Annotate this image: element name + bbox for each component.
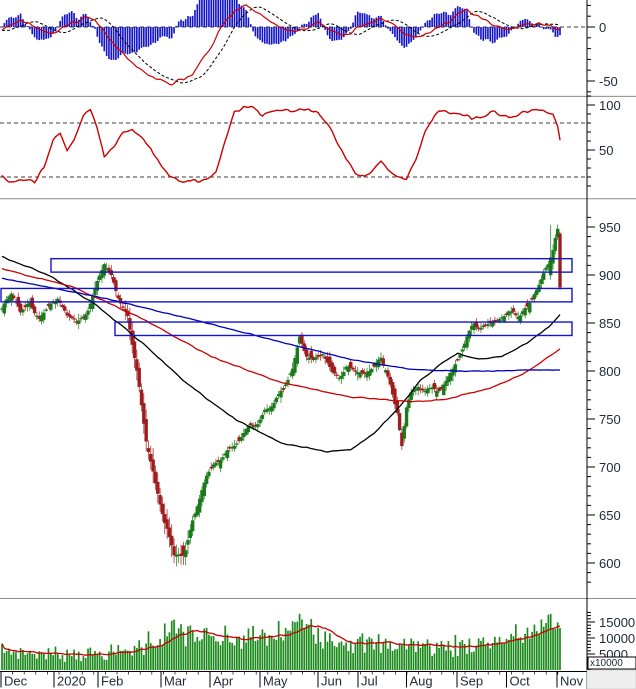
svg-text:Mar: Mar — [164, 674, 187, 689]
svg-text:Sep: Sep — [460, 674, 483, 689]
svg-text:2020: 2020 — [57, 674, 86, 689]
svg-text:850: 850 — [599, 316, 621, 331]
svg-text:650: 650 — [599, 508, 621, 523]
svg-text:50: 50 — [599, 143, 613, 158]
svg-text:May: May — [263, 674, 288, 689]
svg-text:800: 800 — [599, 364, 621, 379]
svg-text:900: 900 — [599, 268, 621, 283]
svg-text:Feb: Feb — [101, 674, 123, 689]
svg-text:x10000: x10000 — [590, 658, 623, 669]
svg-text:100: 100 — [599, 98, 621, 113]
svg-text:950: 950 — [599, 220, 621, 235]
svg-text:Aug: Aug — [410, 674, 433, 689]
svg-text:0: 0 — [599, 20, 606, 35]
svg-text:750: 750 — [599, 412, 621, 427]
svg-text:15000: 15000 — [599, 615, 635, 630]
svg-text:Nov: Nov — [560, 674, 584, 689]
svg-text:Apr: Apr — [213, 674, 234, 689]
svg-text:Jul: Jul — [361, 674, 378, 689]
svg-text:-50: -50 — [599, 74, 618, 89]
svg-text:10000: 10000 — [599, 631, 635, 646]
svg-text:Jun: Jun — [321, 674, 342, 689]
svg-text:600: 600 — [599, 556, 621, 571]
svg-text:700: 700 — [599, 460, 621, 475]
svg-text:Oct: Oct — [510, 674, 531, 689]
svg-text:Dec: Dec — [4, 674, 28, 689]
